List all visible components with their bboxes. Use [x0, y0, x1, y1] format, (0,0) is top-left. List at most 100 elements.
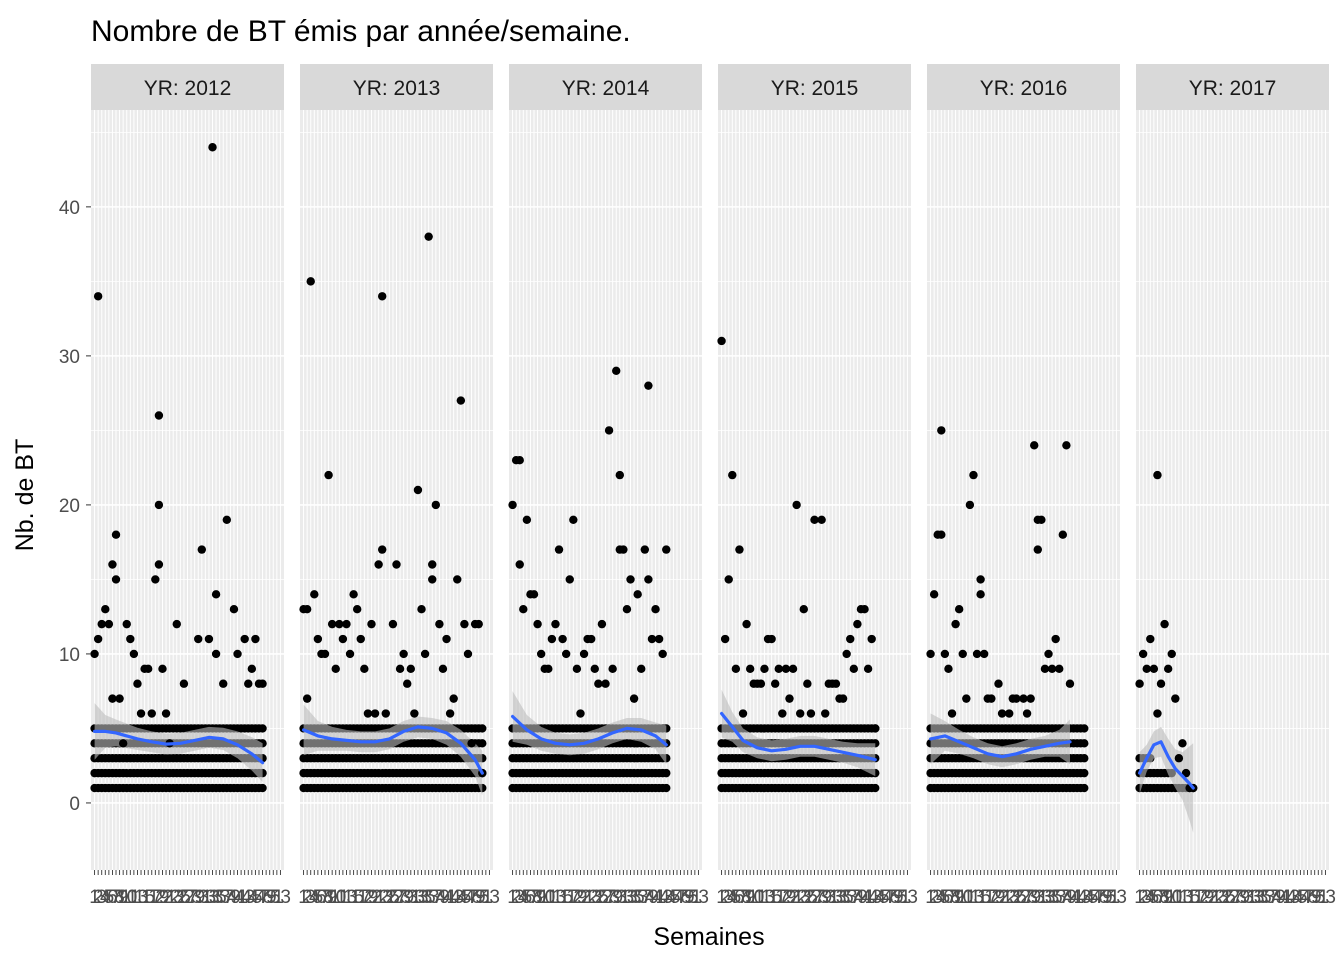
x-tick-label: 2 [720, 887, 731, 908]
data-point [569, 515, 578, 525]
x-tick-label: 1 [716, 887, 727, 908]
data-point [654, 634, 664, 644]
data-point [179, 679, 189, 688]
facet-strip-label: YR: 2017 [1189, 77, 1277, 100]
x-tick-label: 15 [761, 887, 782, 908]
data-point [647, 634, 657, 644]
x-tick-label: 3 [932, 887, 943, 908]
x-tick-label: 7 [320, 887, 331, 908]
data-point [136, 709, 146, 718]
x-tick-label: 51 [1308, 887, 1329, 908]
data-point [129, 649, 139, 659]
x-tick-label: 37 [1258, 887, 1279, 908]
data-point [1138, 649, 1148, 659]
data-point [219, 679, 228, 688]
data-point [435, 619, 444, 629]
smoother-line [929, 734, 1072, 759]
x-tick-label: 33 [1243, 887, 1264, 908]
x-tick-label: 39 [638, 887, 659, 908]
data-point [306, 277, 315, 286]
data-point [947, 709, 957, 718]
data-point [370, 709, 380, 718]
data-point [576, 709, 585, 718]
data-point [374, 560, 383, 569]
data-point [1065, 679, 1075, 688]
x-tick-label: 17 [977, 887, 998, 908]
x-tick-label: 3 [305, 887, 316, 908]
facet-panel: YR: 201712345678910111315171921232527293… [1134, 64, 1336, 908]
data-point [515, 455, 524, 465]
x-tick-label: 23 [372, 887, 393, 908]
x-tick-label: 21 [991, 887, 1012, 908]
x-tick-label: 21 [782, 887, 803, 908]
data-point [161, 709, 171, 718]
x-tick-label: 11 [747, 887, 767, 908]
data-point [742, 619, 751, 629]
x-tick-label: 43 [1279, 887, 1300, 908]
x-tick-label: 10 [952, 887, 973, 908]
x-tick-label: 49 [465, 887, 486, 908]
data-point [1153, 470, 1162, 480]
data-point [962, 694, 971, 703]
x-tick-label: 1 [298, 887, 309, 908]
data-point [871, 783, 880, 793]
x-tick-label: 51 [472, 887, 493, 908]
x-tick-label: 2 [93, 887, 104, 908]
x-tick-label: 23 [163, 887, 184, 908]
data-point [720, 634, 730, 644]
data-point [597, 619, 607, 629]
data-point [1055, 664, 1064, 674]
x-tick-label: 1 [1134, 887, 1145, 908]
data-point [817, 515, 826, 525]
x-tick-label: 49 [1301, 887, 1322, 908]
data-point [240, 634, 249, 644]
data-point [1142, 664, 1151, 674]
data-point [406, 664, 415, 674]
data-point [951, 619, 960, 629]
data-point [1135, 679, 1144, 688]
data-point [126, 634, 135, 644]
data-point [601, 679, 610, 688]
data-point [867, 634, 876, 644]
x-tick-label: 21 [155, 887, 176, 908]
x-tick-label: 13 [545, 887, 566, 908]
x-tick-label: 3 [1141, 887, 1152, 908]
x-axis-title: Semaines [653, 923, 764, 951]
x-tick-label: 15 [343, 887, 364, 908]
x-tick-label: 35 [415, 887, 436, 908]
x-tick-label: 7 [529, 887, 540, 908]
facet-strip [509, 64, 702, 110]
data-point [1005, 709, 1014, 718]
data-point [392, 560, 401, 569]
x-tick-label: 2 [511, 887, 522, 908]
x-tick-label: 35 [833, 887, 854, 908]
x-tick-label: 51 [1099, 887, 1120, 908]
data-point [1163, 664, 1173, 674]
x-tick-label: 13 [127, 887, 148, 908]
data-point [222, 515, 232, 525]
data-point [937, 426, 946, 435]
data-point [860, 605, 869, 614]
data-point [735, 545, 744, 554]
x-tick-label: 9 [1163, 887, 1174, 908]
data-point [258, 679, 267, 688]
x-tick-label: 17 [350, 887, 371, 908]
x-tick-label: 39 [847, 887, 868, 908]
data-point [313, 634, 323, 644]
data-point [431, 500, 441, 510]
x-tick-label: 13 [754, 887, 775, 908]
data-point [413, 485, 423, 495]
x-tick-label: 47 [1084, 887, 1105, 908]
data-point [197, 545, 206, 554]
data-point [97, 619, 106, 629]
x-tick-label: 35 [1042, 887, 1063, 908]
x-tick-label: 7 [1156, 887, 1167, 908]
data-point [417, 605, 426, 614]
data-point [154, 411, 164, 420]
x-tick-label: 15 [1179, 887, 1200, 908]
x-tick-label: 3 [514, 887, 525, 908]
data-point [745, 664, 755, 674]
data-point [478, 724, 487, 733]
data-point [154, 560, 164, 569]
smoother-line [302, 725, 484, 775]
